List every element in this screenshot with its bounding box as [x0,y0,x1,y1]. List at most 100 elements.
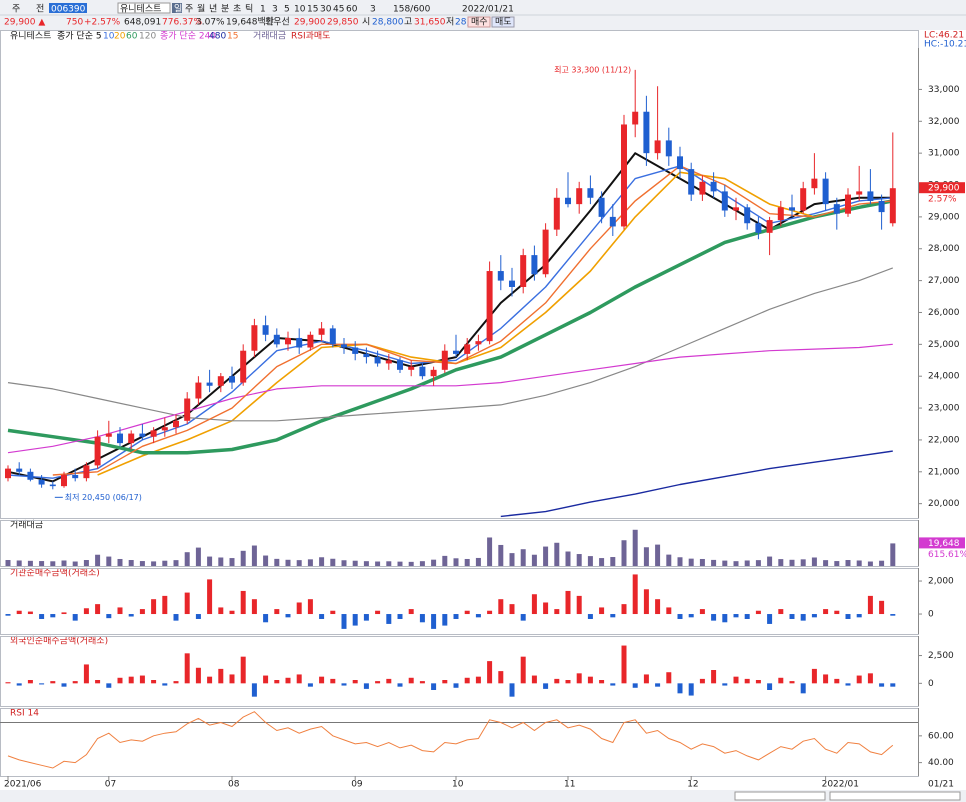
bar [565,680,571,684]
tb[interactable]: 일 [174,4,182,15]
bar [408,561,414,566]
tb[interactable]: 5 [284,5,290,15]
scroll-buttons[interactable] [734,791,826,801]
tb[interactable]: 45 [333,5,344,15]
bar [778,559,784,566]
candle-body [464,344,471,354]
change-label: 2.57% [928,195,957,205]
tb[interactable]: 유니테스트 [120,4,161,15]
bar [767,556,773,566]
bar [5,614,11,616]
bar [386,678,392,684]
tb[interactable]: 3 [272,5,278,15]
tb[interactable]: 틱 [245,3,253,15]
bar [576,554,582,566]
candle-body [38,479,45,485]
bar [27,611,33,615]
candle-body [677,156,683,170]
bar [341,560,347,566]
tb[interactable]: 10 [294,5,306,15]
tb[interactable]: 15 [307,5,318,15]
bar [890,683,896,687]
tb[interactable]: 월 [197,3,205,15]
code-box[interactable] [49,3,87,13]
tb[interactable]: 60 [346,5,358,15]
legend-item: 60 [126,32,138,42]
name-box[interactable] [117,2,171,14]
tb[interactable]: 주 [12,4,20,15]
tb[interactable]: 3 [370,5,376,15]
candle-body [83,465,90,479]
sell-button[interactable] [491,16,515,28]
candle-body [318,328,325,335]
bar [711,614,717,621]
bar [655,683,661,687]
y-tick-label: 20,000 [928,499,960,509]
tb[interactable]: 30 [320,5,332,15]
bar [554,609,560,615]
candle-body [430,369,437,377]
bar [621,645,627,684]
bar [128,614,134,617]
bar [599,607,605,615]
tb[interactable]: 전 [36,4,44,15]
candle-body [733,207,739,211]
tb[interactable]: 006390 [51,5,86,15]
bar [543,683,549,689]
bar [475,676,481,684]
bar [195,547,201,566]
zoom-buttons[interactable] [829,791,961,801]
tb[interactable]: 년 [209,4,217,15]
bar [352,614,358,626]
x-tick-label: 2022/01 [822,780,859,790]
legend-title: 유니테스트 [10,31,51,42]
tb: 750 [66,18,83,28]
tb: +2.57% [84,18,121,28]
tb: 31,650 [414,18,446,28]
bar [666,554,672,566]
bar [139,561,145,566]
legend-item: 종가 단순 240 [160,31,216,42]
bar [5,560,11,566]
candle-body [27,471,34,480]
y-tick-label: 29,000 [928,212,960,222]
bar [599,680,605,684]
bar [195,614,201,619]
bar [699,678,705,684]
bar [890,614,896,616]
bar [251,599,257,615]
candle-body [61,474,67,487]
period-day[interactable] [172,3,182,13]
bar [330,558,336,566]
tb[interactable]: 주 [185,4,193,15]
bar [408,609,414,615]
bar [207,556,213,566]
x-tick-label: 12 [687,780,698,790]
bar [229,610,235,615]
bar [621,604,627,615]
tb[interactable]: 초 [233,4,241,15]
tb[interactable]: 매도 [495,17,512,28]
bar [767,614,773,624]
tb[interactable]: 1 [260,5,266,15]
tb: 29,900 ▲ [4,18,45,28]
candle-body [509,280,515,287]
candle-body [363,353,370,358]
legend-item: 480 [209,32,226,42]
y-tick-label: 23,000 [928,404,960,414]
bar [218,557,224,566]
bar [162,595,168,615]
buy-button[interactable] [467,16,491,28]
bar [184,592,190,615]
y-tick-label: 2,500 [928,651,954,661]
scroll-bg [0,790,966,802]
tb[interactable]: 2022/01/21 [462,5,514,15]
candle-body [576,188,583,205]
tb[interactable]: 매수 [471,17,488,28]
candle-body [240,350,247,383]
bar [464,610,470,615]
candle-body [878,200,885,213]
tb[interactable]: 분 [221,4,229,15]
bar [375,610,381,615]
candle-body [856,191,863,195]
